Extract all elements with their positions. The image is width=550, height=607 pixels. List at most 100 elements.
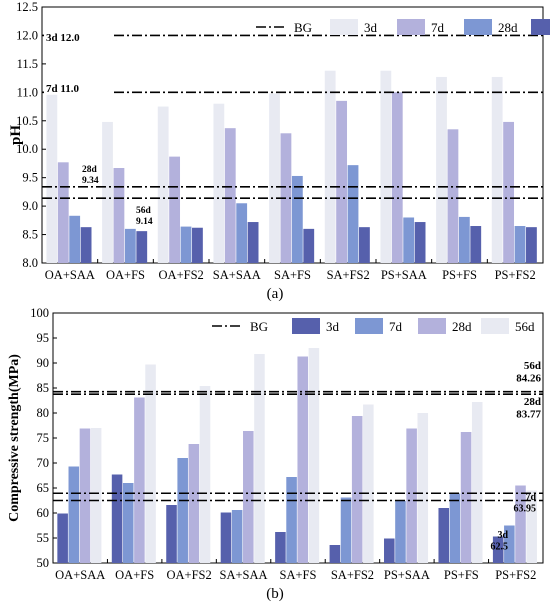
legend-swatch-3d [330, 19, 358, 35]
baseline-value-3d: 62.5 [491, 542, 509, 553]
x-tick-label: PS+FS [442, 268, 477, 282]
bar-28d-SA+FS [297, 356, 309, 563]
bar-28d-OA+FS [124, 228, 136, 263]
x-tick-label: SA+FS [280, 568, 317, 582]
baseline-value-56d: 9.14 [136, 217, 153, 227]
x-tick-label: PS+FS [444, 568, 479, 582]
bar-56d-SA+FS2 [359, 227, 370, 263]
y-tick-label: 12.5 [16, 0, 38, 14]
x-tick-label: OA+SAA [55, 568, 105, 582]
y-tick-label: 65 [37, 481, 50, 495]
baseline-label-3d: 3d 12.0 [46, 32, 80, 44]
panel-caption: (b) [266, 586, 284, 602]
bar-56d-OA+FS2 [199, 386, 211, 563]
x-tick-label: SA+FS2 [327, 268, 370, 282]
baseline-label-28d: 28d [82, 165, 98, 175]
bar-56d-OA+FS [136, 231, 148, 263]
legend-label-bg: BG [250, 319, 268, 334]
bar-7d-OA+SAA [68, 466, 80, 563]
chart-panel-a: 8.0 8.5 9.0 9.5 10.0 10.5 11.0 11.5 12.0 12.5 OA+… [8, 0, 550, 302]
bar-3d-SA+SAA [213, 103, 225, 264]
bar-28d-PS+FS2 [514, 226, 526, 263]
bar-3d-SA+FS [275, 532, 286, 563]
y-tick-label: 90 [37, 356, 50, 370]
chart-panel-b: 50 55 60 65 70 75 80 85 90 95 100 OA+SAA OA+FS OA+FS… [7, 306, 544, 602]
bar-56d-SA+SAA [254, 354, 265, 563]
panel-caption: (a) [267, 286, 284, 302]
bar-7d-OA+FS [113, 168, 125, 263]
bar-28d-SA+FS [291, 175, 303, 263]
bar-56d-SA+FS [303, 228, 315, 263]
bar-28d-PS+FS2 [515, 485, 526, 563]
bar-7d-PS+FS2 [503, 121, 515, 263]
bar-3d-OA+FS [102, 121, 113, 263]
y-tick-label: 95 [37, 331, 50, 345]
y-tick-label: 75 [37, 431, 50, 445]
bar-7d-SA+FS2 [340, 497, 352, 563]
bar-56d-SA+FS2 [363, 404, 374, 563]
y-tick-label: 11.0 [17, 85, 38, 99]
bar-7d-OA+FS2 [169, 156, 181, 263]
bar-7d-SA+SAA [224, 128, 236, 263]
bar-3d-PS+SAA [384, 538, 395, 563]
x-tick-label: SA+SAA [213, 268, 261, 282]
baseline-value-7d: 63.95 [514, 504, 537, 515]
legend-label-56d: 56d [515, 319, 535, 334]
bar-28d-SA+SAA [236, 203, 248, 263]
bar-56d-SA+FS [308, 348, 320, 563]
x-tick-label: SA+FS [274, 268, 311, 282]
baseline-label-56d: 56d [524, 360, 541, 372]
legend-swatch-56d [531, 19, 550, 35]
bar-7d-OA+FS [122, 483, 134, 563]
x-ticks: OA+SAA OA+FS OA+FS2 SA+SAA SA+FS SA+FS2 PS+SAA… [55, 559, 536, 582]
legend-swatch-3d [292, 318, 320, 334]
legend-label-7d: 7d [389, 319, 403, 334]
bars-group [46, 70, 537, 264]
bar-56d-SA+SAA [247, 222, 259, 263]
x-tick-label: SA+FS2 [331, 568, 374, 582]
y-tick-label: 70 [37, 456, 50, 470]
bar-56d-PS+SAA [417, 413, 429, 563]
bar-56d-PS+FS2 [526, 227, 537, 263]
y-axis-label: Compressive strength(MPa) [7, 354, 22, 522]
bar-28d-PS+FS [460, 432, 472, 563]
y-tick-label: 10.0 [16, 142, 38, 156]
x-tick-label: OA+FS2 [159, 268, 204, 282]
bar-56d-PS+FS [471, 402, 483, 563]
legend-label-7d: 7d [431, 20, 445, 35]
baselines-group [42, 34, 543, 199]
y-tick-label: 12.0 [16, 28, 38, 42]
y-tick-label: 9.5 [22, 171, 38, 185]
legend-label-3d: 3d [326, 319, 340, 334]
bar-3d-SA+FS2 [329, 545, 341, 563]
bar-7d-PS+FS [447, 129, 459, 263]
y-tick-label: 55 [37, 531, 50, 545]
legend-swatch-28d [464, 19, 492, 35]
baseline-value-28d: 83.77 [516, 409, 541, 421]
x-tick-label: PS+SAA [381, 268, 427, 282]
y-tick-label: 9.0 [22, 199, 38, 213]
x-tick-label: PS+SAA [384, 568, 430, 582]
legend-swatch-56d [481, 318, 509, 334]
bar-56d-OA+SAA [80, 227, 92, 263]
bar-3d-PS+SAA [380, 70, 392, 263]
y-tick-label: 8.5 [22, 228, 38, 242]
x-tick-label: OA+SAA [45, 268, 95, 282]
baseline-label-56d: 56d [136, 206, 152, 216]
bar-56d-OA+SAA [90, 428, 102, 563]
bar-3d-SA+SAA [220, 512, 232, 563]
y-tick-label: 100 [30, 306, 49, 320]
baseline-label-7d: 7d [525, 492, 536, 503]
bar-7d-PS+FS [449, 493, 461, 563]
bar-3d-OA+FS2 [166, 505, 177, 563]
bar-28d-PS+SAA [403, 217, 415, 263]
bar-3d-OA+FS2 [157, 106, 169, 263]
bar-7d-PS+FS2 [504, 525, 515, 563]
legend-swatch-28d [418, 318, 446, 334]
x-ticks: OA+SAA OA+FS OA+FS2 SA+SAA SA+FS SA+FS2 PS+SAA… [45, 259, 536, 282]
bar-28d-PS+SAA [406, 428, 417, 563]
y-ticks: 50 55 60 65 70 75 80 85 90 95 100 [30, 306, 57, 570]
